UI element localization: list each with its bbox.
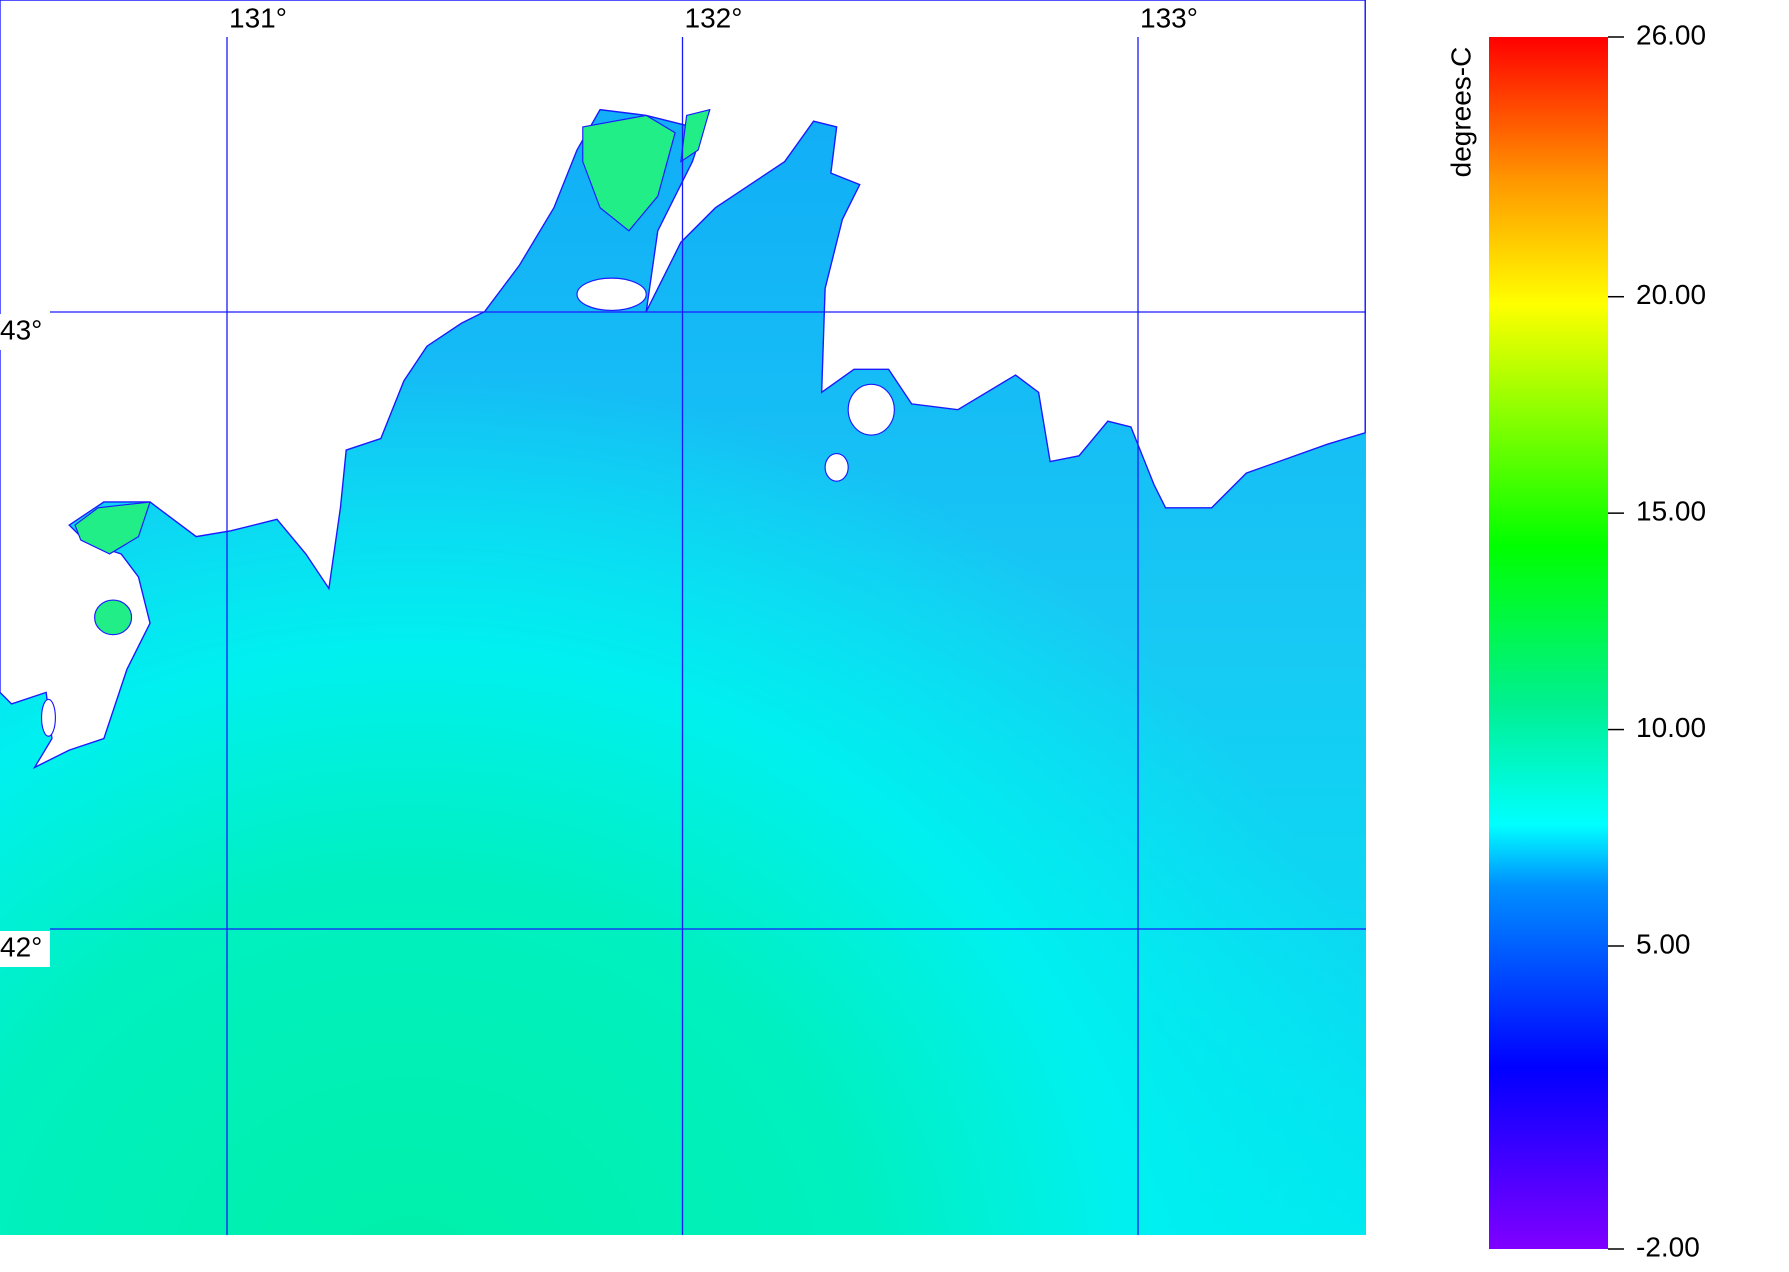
colorbar-tick-label: 26.00 [1636, 19, 1706, 50]
island [576, 277, 647, 312]
coastline [0, 0, 1366, 770]
island [74, 501, 151, 555]
lat-label: 42° [0, 931, 42, 962]
lagoon [582, 114, 676, 232]
island [94, 599, 133, 636]
lon-label: 132° [685, 2, 743, 33]
island [824, 452, 849, 482]
colorbar-tick-label: 5.00 [1636, 928, 1691, 959]
lat-label: 43° [0, 314, 42, 345]
lat-label-bg [0, 931, 50, 967]
island [847, 383, 895, 436]
colorbar-tick-label: 10.00 [1636, 712, 1706, 743]
lat-label-bg [0, 314, 50, 350]
graticule: 131° 132° 133° 43° 42° [0, 2, 1366, 1235]
colorbar-tick-label: -2.00 [1636, 1231, 1700, 1262]
island [40, 698, 56, 737]
colorbar-tick-label: 20.00 [1636, 279, 1706, 310]
lon-label: 133° [1140, 2, 1198, 33]
land [0, 0, 1366, 770]
lon-label: 131° [229, 2, 287, 33]
colorbar-tick-label: 15.00 [1636, 496, 1706, 527]
colorbar [1489, 37, 1608, 1249]
colorbar-label: degrees-C [1445, 47, 1476, 178]
